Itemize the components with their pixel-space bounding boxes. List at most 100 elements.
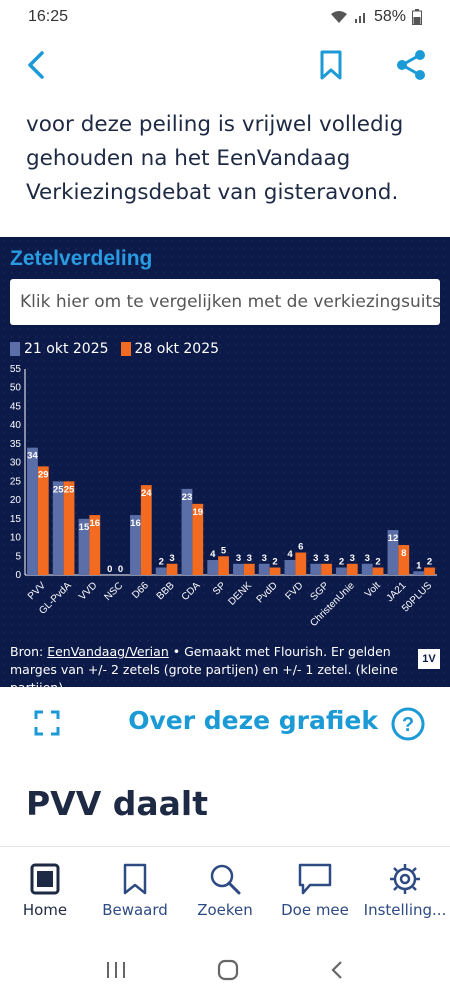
data-label: 3 <box>313 553 318 564</box>
data-label: 3 <box>262 553 267 564</box>
data-label: 2 <box>272 557 277 568</box>
data-label: 34 <box>27 451 38 462</box>
legend-label: 21 okt 2025 <box>24 341 109 357</box>
status-bar: 16:25 58% <box>0 0 450 34</box>
y-tick-label: 35 <box>10 439 22 450</box>
data-label: 3 <box>324 553 329 564</box>
nav-home[interactable]: Home <box>0 863 90 919</box>
chat-bubble-icon <box>298 863 332 895</box>
battery-icon <box>412 9 422 25</box>
bar-1 <box>89 515 101 575</box>
bookmark-icon <box>123 863 147 895</box>
svg-text:?: ? <box>402 714 414 736</box>
data-label: 0 <box>107 564 112 575</box>
status-icons: 58% <box>330 8 422 26</box>
home-icon <box>30 863 60 895</box>
data-label: 3 <box>236 553 241 564</box>
bar-1 <box>37 466 49 575</box>
bar-1 <box>295 552 307 575</box>
x-tick-label: BBB <box>155 580 177 602</box>
data-label: 23 <box>182 492 193 503</box>
data-label: 25 <box>53 484 64 495</box>
data-label: 29 <box>38 469 49 480</box>
recent-apps-icon[interactable] <box>105 960 127 980</box>
bar-0 <box>387 530 399 575</box>
article-paragraph: voor deze peiling is vrijwel volledig ge… <box>26 112 404 205</box>
back-arrow-icon[interactable] <box>20 48 54 82</box>
bar-0 <box>258 563 270 575</box>
x-tick-label: DENK <box>227 580 255 608</box>
bar-0 <box>413 571 425 575</box>
about-chart-link[interactable]: Over deze grafiek <box>128 706 378 735</box>
gear-icon <box>390 864 420 894</box>
bar-0 <box>336 567 347 575</box>
y-tick-label: 20 <box>10 495 22 506</box>
data-label: 16 <box>89 518 100 529</box>
bottom-navigation: Home Bewaard Zoeken Doe mee Instelling..… <box>0 846 450 936</box>
system-navigation-bar <box>0 940 450 1000</box>
nav-doe-mee-label: Doe mee <box>281 901 349 919</box>
chart-embed: Zetelverdeling Klik hier om te vergelijk… <box>0 237 450 695</box>
x-tick-label: NSC <box>102 580 125 603</box>
bar-1 <box>140 485 152 575</box>
data-label: 3 <box>350 553 355 564</box>
bar-1 <box>269 567 281 575</box>
back-button-icon[interactable] <box>329 959 345 981</box>
data-label: 1 <box>416 560 422 571</box>
compare-dropdown[interactable]: Klik hier om te vergelijken met de verki… <box>10 279 440 325</box>
x-tick-label: D66 <box>130 580 151 601</box>
nav-doe-mee[interactable]: Doe mee <box>270 863 360 919</box>
status-time: 16:25 <box>28 8 69 25</box>
data-label: 19 <box>192 507 203 518</box>
data-label: 24 <box>141 488 152 499</box>
y-tick-label: 0 <box>15 570 21 581</box>
bar-0 <box>78 518 90 575</box>
nav-bewaard[interactable]: Bewaard <box>90 863 180 919</box>
data-label: 12 <box>388 533 399 544</box>
y-tick-label: 50 <box>10 383 22 394</box>
footnote-text: • Gemaakt met Flourish. Er gelden marges… <box>10 644 398 695</box>
y-tick-label: 30 <box>10 458 22 469</box>
fullscreen-icon[interactable] <box>34 710 60 736</box>
data-label: 16 <box>130 518 141 529</box>
bar-0 <box>27 447 38 575</box>
y-tick-label: 25 <box>10 476 22 487</box>
bar-1 <box>424 567 435 575</box>
chart-title: Zetelverdeling <box>10 247 153 270</box>
data-label: 15 <box>79 522 90 533</box>
data-label: 3 <box>365 553 370 564</box>
x-tick-label: Volt <box>363 580 383 600</box>
data-label: 25 <box>64 484 75 495</box>
bar-0 <box>284 560 296 575</box>
legend-swatch <box>10 342 20 356</box>
data-label: 2 <box>427 557 432 568</box>
chart-footnote: Bron: EenVandaag/Verian • Gemaakt met Fl… <box>10 643 410 697</box>
nav-instellingen[interactable]: Instelling... <box>360 863 450 919</box>
bar-1 <box>218 556 229 575</box>
data-label: 4 <box>210 549 216 560</box>
share-icon[interactable] <box>394 48 428 82</box>
legend-item-21-okt[interactable]: 21 okt 2025 <box>10 341 109 357</box>
bar-0 <box>130 515 141 575</box>
source-link[interactable]: EenVandaag/Verian <box>47 644 169 659</box>
help-icon[interactable]: ? <box>390 706 426 742</box>
nav-bewaard-label: Bewaard <box>102 901 168 919</box>
data-label: 4 <box>287 549 293 560</box>
bar-0 <box>361 563 373 575</box>
data-label: 5 <box>221 545 227 556</box>
wifi-icon <box>330 11 347 23</box>
bar-0 <box>207 560 219 575</box>
nav-zoeken[interactable]: Zoeken <box>180 863 270 919</box>
data-label: 2 <box>339 557 344 568</box>
bookmark-icon[interactable] <box>314 48 348 82</box>
y-tick-label: 10 <box>10 533 22 544</box>
top-app-bar <box>0 38 450 94</box>
nav-home-label: Home <box>22 901 68 919</box>
data-label: 3 <box>247 553 252 564</box>
y-tick-label: 40 <box>10 420 22 431</box>
data-label: 6 <box>298 542 303 553</box>
legend-item-28-okt[interactable]: 28 okt 2025 <box>120 341 219 357</box>
home-button-icon[interactable] <box>217 959 239 981</box>
data-label: 3 <box>169 553 174 564</box>
